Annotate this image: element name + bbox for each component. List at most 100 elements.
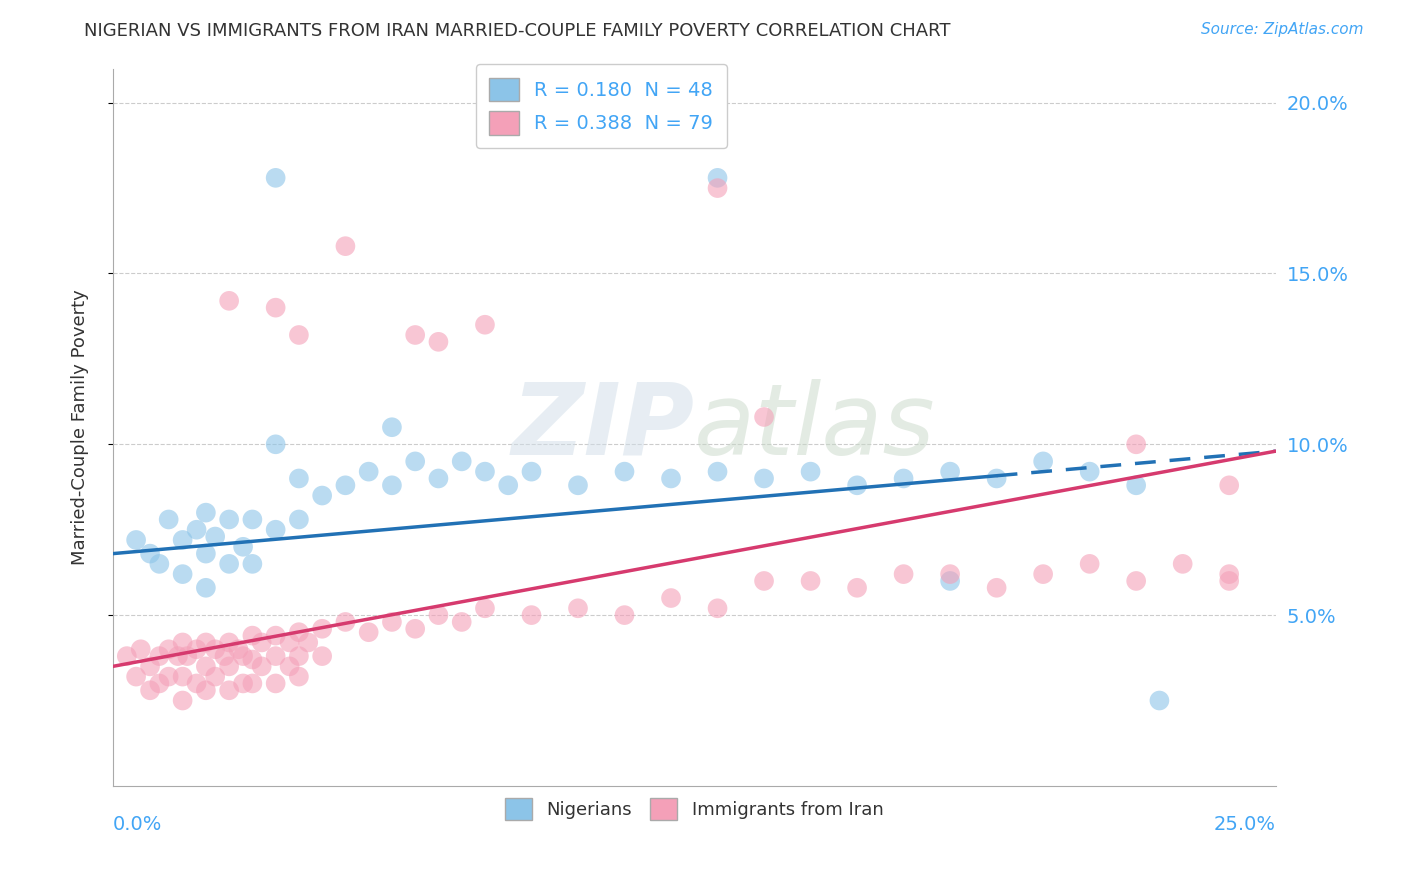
Point bbox=[613, 608, 636, 623]
Point bbox=[1218, 574, 1240, 588]
Point bbox=[706, 170, 728, 185]
Point bbox=[752, 409, 775, 424]
Point bbox=[939, 574, 962, 588]
Point bbox=[846, 478, 869, 492]
Point bbox=[1125, 574, 1147, 588]
Point bbox=[157, 512, 180, 526]
Point bbox=[125, 533, 148, 547]
Point bbox=[986, 581, 1008, 595]
Point bbox=[214, 649, 236, 664]
Point bbox=[288, 625, 311, 640]
Point bbox=[139, 547, 162, 561]
Point bbox=[148, 676, 170, 690]
Point bbox=[800, 465, 823, 479]
Point bbox=[186, 676, 208, 690]
Point bbox=[242, 629, 264, 643]
Point bbox=[232, 649, 254, 664]
Point bbox=[427, 471, 450, 485]
Point bbox=[242, 652, 264, 666]
Point bbox=[264, 629, 287, 643]
Point bbox=[250, 635, 273, 649]
Point bbox=[1149, 693, 1171, 707]
Point bbox=[659, 471, 682, 485]
Point bbox=[264, 523, 287, 537]
Point bbox=[404, 622, 426, 636]
Point bbox=[706, 601, 728, 615]
Point bbox=[357, 625, 380, 640]
Legend: Nigerians, Immigrants from Iran: Nigerians, Immigrants from Iran bbox=[498, 790, 891, 827]
Point bbox=[381, 615, 404, 629]
Point bbox=[172, 670, 194, 684]
Point bbox=[218, 512, 240, 526]
Point bbox=[264, 301, 287, 315]
Point bbox=[242, 557, 264, 571]
Point bbox=[939, 567, 962, 582]
Point bbox=[706, 181, 728, 195]
Point bbox=[567, 601, 589, 615]
Text: 25.0%: 25.0% bbox=[1213, 814, 1275, 834]
Point bbox=[250, 659, 273, 673]
Point bbox=[172, 635, 194, 649]
Point bbox=[148, 649, 170, 664]
Point bbox=[520, 608, 543, 623]
Point bbox=[218, 557, 240, 571]
Point bbox=[288, 670, 311, 684]
Point bbox=[404, 454, 426, 468]
Point bbox=[752, 471, 775, 485]
Point bbox=[1032, 567, 1054, 582]
Point bbox=[659, 591, 682, 605]
Point bbox=[297, 635, 319, 649]
Point bbox=[1125, 478, 1147, 492]
Point bbox=[311, 649, 333, 664]
Point bbox=[567, 478, 589, 492]
Point bbox=[335, 478, 357, 492]
Point bbox=[752, 574, 775, 588]
Point bbox=[204, 530, 226, 544]
Point bbox=[172, 567, 194, 582]
Point bbox=[264, 649, 287, 664]
Point bbox=[264, 437, 287, 451]
Text: ZIP: ZIP bbox=[512, 379, 695, 475]
Point bbox=[427, 608, 450, 623]
Point bbox=[218, 659, 240, 673]
Point bbox=[496, 478, 519, 492]
Point bbox=[218, 635, 240, 649]
Text: NIGERIAN VS IMMIGRANTS FROM IRAN MARRIED-COUPLE FAMILY POVERTY CORRELATION CHART: NIGERIAN VS IMMIGRANTS FROM IRAN MARRIED… bbox=[84, 22, 950, 40]
Point bbox=[939, 465, 962, 479]
Point bbox=[311, 622, 333, 636]
Point bbox=[846, 581, 869, 595]
Point bbox=[232, 676, 254, 690]
Point bbox=[139, 659, 162, 673]
Point bbox=[129, 642, 152, 657]
Point bbox=[893, 471, 915, 485]
Point bbox=[520, 465, 543, 479]
Point bbox=[1032, 454, 1054, 468]
Point bbox=[450, 615, 472, 629]
Point bbox=[381, 478, 404, 492]
Point bbox=[474, 465, 496, 479]
Point bbox=[986, 471, 1008, 485]
Point bbox=[706, 465, 728, 479]
Point bbox=[232, 540, 254, 554]
Point bbox=[474, 601, 496, 615]
Point bbox=[1125, 437, 1147, 451]
Point bbox=[194, 683, 217, 698]
Point bbox=[278, 659, 301, 673]
Point bbox=[311, 489, 333, 503]
Point bbox=[186, 642, 208, 657]
Point bbox=[800, 574, 823, 588]
Point bbox=[335, 239, 357, 253]
Text: 0.0%: 0.0% bbox=[112, 814, 162, 834]
Point bbox=[157, 642, 180, 657]
Point bbox=[204, 670, 226, 684]
Point bbox=[613, 465, 636, 479]
Point bbox=[194, 506, 217, 520]
Point bbox=[194, 581, 217, 595]
Point bbox=[242, 512, 264, 526]
Point bbox=[218, 293, 240, 308]
Text: Source: ZipAtlas.com: Source: ZipAtlas.com bbox=[1201, 22, 1364, 37]
Point bbox=[167, 649, 190, 664]
Point bbox=[172, 533, 194, 547]
Point bbox=[335, 615, 357, 629]
Point bbox=[357, 465, 380, 479]
